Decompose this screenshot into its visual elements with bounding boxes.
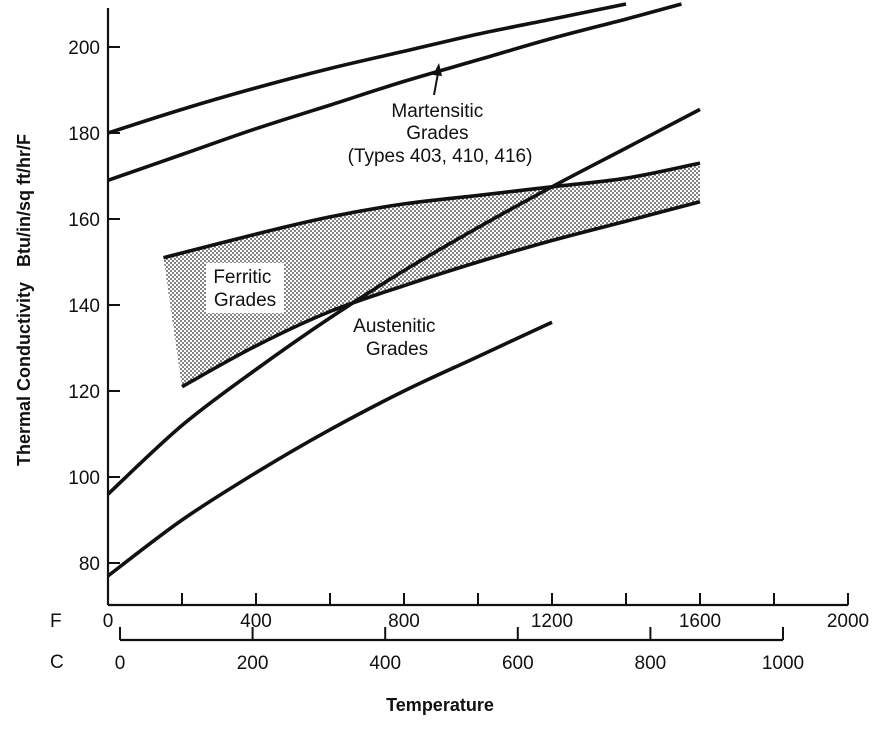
martensitic-arrow-line bbox=[433, 72, 439, 96]
x-tick-label-f: 1600 bbox=[679, 611, 721, 632]
x-tick-label-f: 2000 bbox=[827, 611, 869, 632]
y-tick-label: 100 bbox=[68, 468, 100, 489]
series-line-4 bbox=[106, 320, 553, 578]
series-layer bbox=[106, 2, 701, 578]
x-tick-label-c: 600 bbox=[502, 653, 534, 674]
x-tick-label-c: 1000 bbox=[762, 653, 804, 674]
x-unit-celsius: C bbox=[50, 652, 64, 673]
series-line-5 bbox=[163, 161, 701, 260]
annotation-ferritic-line-1: Ferritic bbox=[213, 267, 271, 288]
y-tick-label: 140 bbox=[68, 296, 100, 317]
y-tick-label: 120 bbox=[68, 382, 100, 403]
series-line-6 bbox=[181, 200, 701, 389]
x-tick-label-f: 0 bbox=[103, 611, 114, 632]
y-tick-label: 180 bbox=[68, 124, 100, 145]
x-unit-fahrenheit: F bbox=[50, 611, 62, 632]
annotation-austenitic-line-1: Austenitic bbox=[353, 316, 435, 337]
x-tick-label-c: 400 bbox=[369, 653, 401, 674]
annotation-martensitic-line-3: (Types 403, 410, 416) bbox=[348, 146, 533, 167]
x-ticks-celsius: 0 200 400 600 800 1000 bbox=[115, 627, 804, 674]
x-tick-label-f: 400 bbox=[240, 611, 272, 632]
y-tick-label: 80 bbox=[79, 554, 100, 575]
x-axis-title: Temperature bbox=[386, 695, 494, 715]
y-tick-label: 160 bbox=[68, 210, 100, 231]
martensitic-arrow-head bbox=[433, 63, 442, 76]
series-line-3 bbox=[106, 107, 701, 496]
series-line-2 bbox=[107, 2, 682, 182]
x-tick-label-f: 1200 bbox=[531, 611, 573, 632]
y-ticks: 80 100 120 140 160 180 200 bbox=[68, 38, 120, 575]
y-tick-label: 200 bbox=[68, 38, 100, 59]
x-tick-label-f: 800 bbox=[388, 611, 420, 632]
series-line-1 bbox=[107, 2, 627, 135]
x-tick-label-c: 200 bbox=[237, 653, 269, 674]
annotation-austenitic-line-2: Grades bbox=[366, 339, 428, 360]
x-ticks-fahrenheit: 0 400 800 1200 1600 2000 bbox=[103, 593, 869, 632]
x-tick-label-c: 0 bbox=[115, 653, 126, 674]
ferritic-label-bg bbox=[206, 263, 284, 313]
x-tick-label-c: 800 bbox=[635, 653, 667, 674]
annotation-martensitic-line-2: Grades bbox=[406, 123, 468, 144]
annotation-ferritic-line-2: Grades bbox=[214, 290, 276, 311]
annotation-martensitic-line-1: Martensitic bbox=[391, 101, 483, 122]
annotation-austenitic: Austenitic Grades bbox=[353, 316, 441, 360]
y-axis-title: Thermal Conductivity Btu/in/sq ft/hr/F bbox=[14, 134, 34, 466]
annotation-martensitic: Martensitic Grades (Types 403, 410, 416) bbox=[348, 101, 533, 167]
annotation-ferritic: Ferritic Grades bbox=[213, 267, 276, 311]
